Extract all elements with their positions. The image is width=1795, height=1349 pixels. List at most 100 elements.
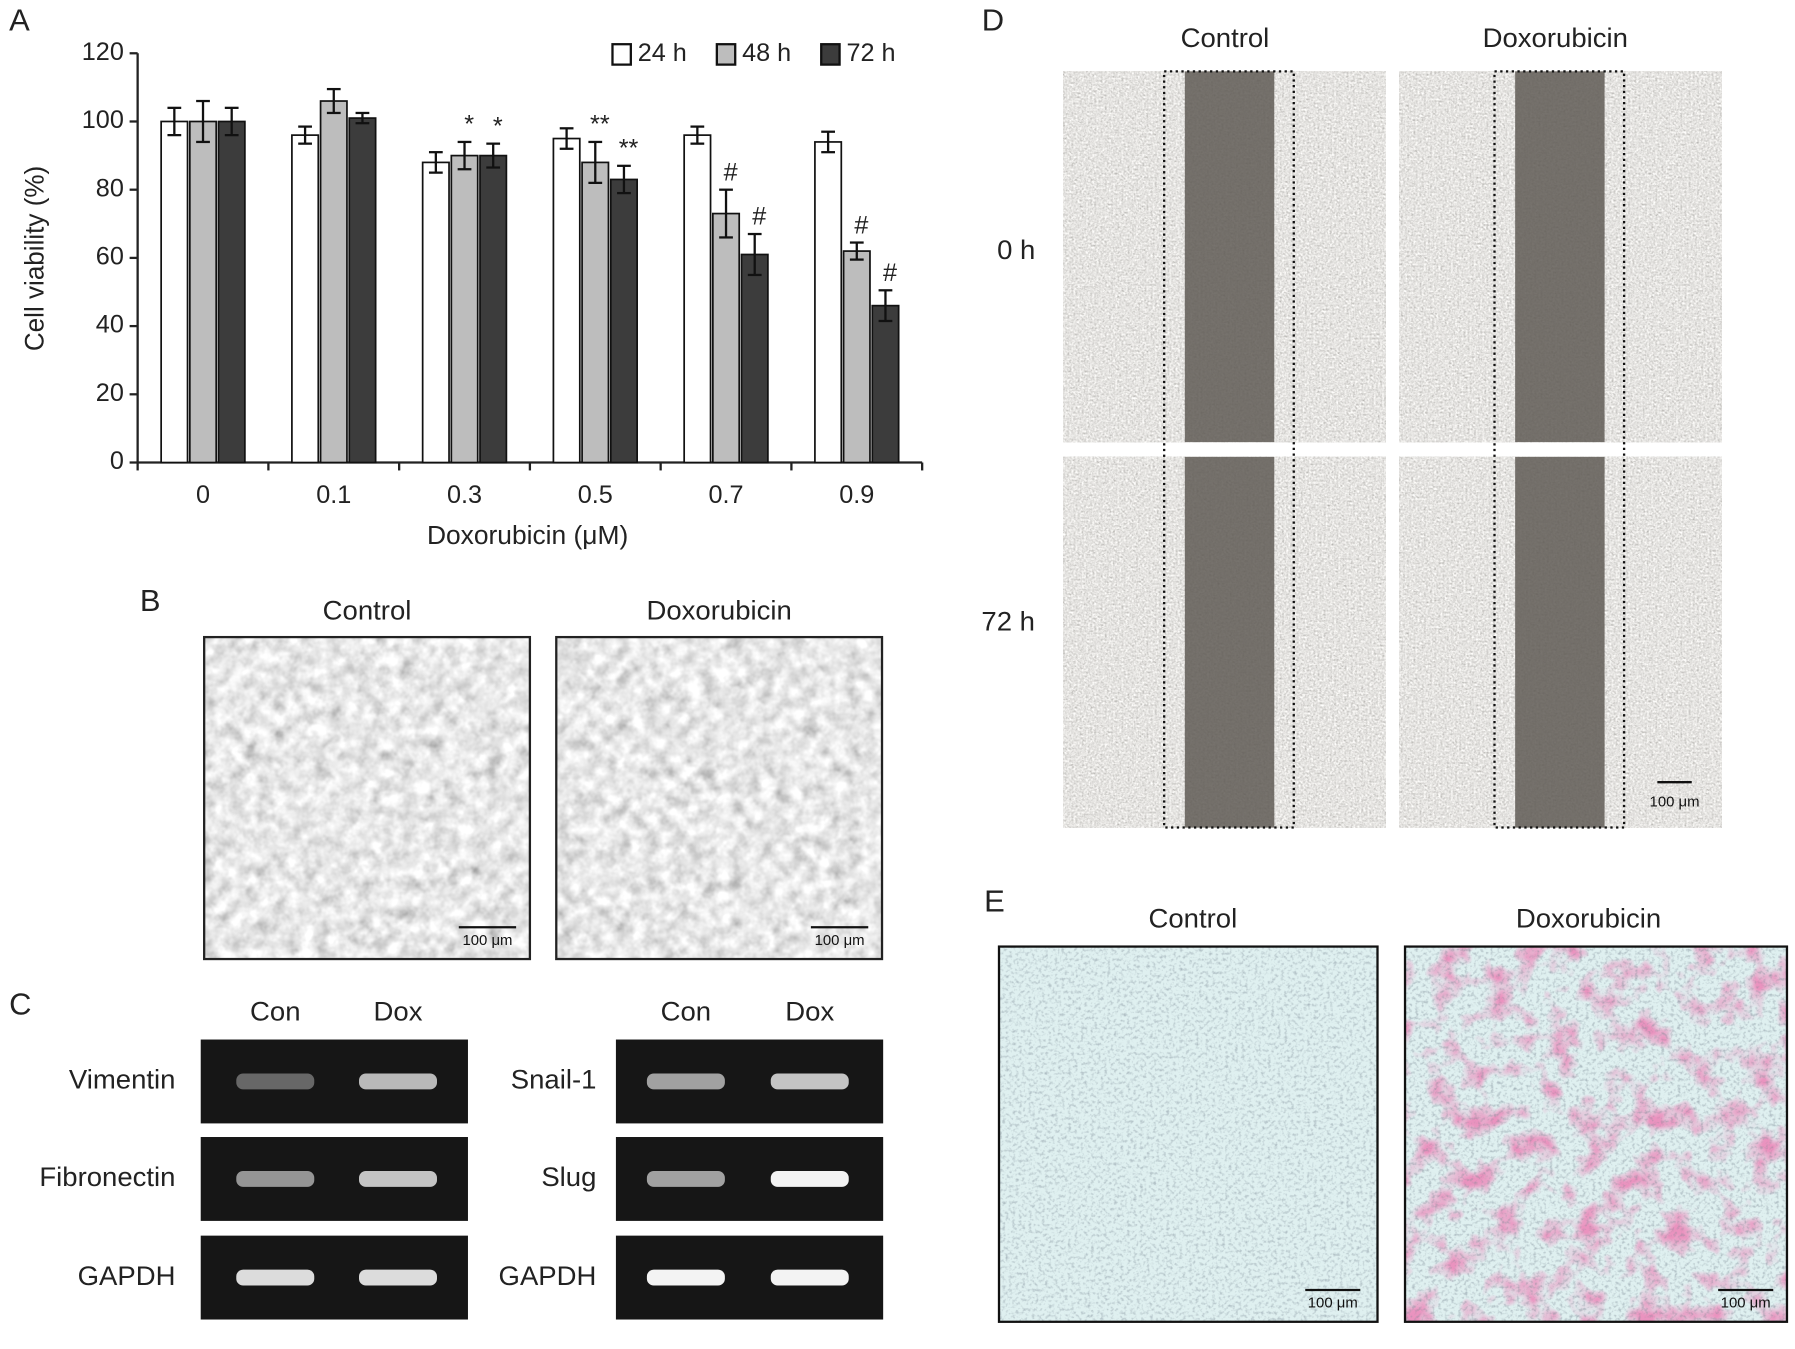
y-tick-label: 0: [110, 447, 124, 475]
significance-marker: #: [883, 259, 897, 287]
legend-label: 72 h: [846, 39, 895, 67]
bar: [871, 304, 900, 464]
scale-bar-label: 100 μm: [815, 933, 865, 949]
error-bar: [224, 106, 239, 137]
gene-label: GAPDH: [78, 1260, 176, 1291]
gel-band: [646, 1269, 725, 1286]
error-bar: [355, 111, 370, 125]
error-bar: [428, 151, 443, 174]
legend-swatch: [820, 43, 841, 66]
x-tick-label: 0.9: [839, 481, 874, 509]
significance-marker: **: [619, 135, 639, 163]
y-tick-label: 120: [82, 38, 124, 66]
error-bar: [326, 87, 341, 115]
error-bar: [196, 99, 210, 144]
error-bar: [617, 164, 631, 195]
bar: [609, 178, 638, 464]
error-bar: [690, 125, 705, 145]
error-bar: [486, 142, 501, 169]
lane-label: Con: [661, 996, 711, 1027]
wound-gap: [1184, 456, 1275, 828]
column-title: Doxorubicin: [1483, 22, 1628, 53]
error-bar: [457, 140, 472, 171]
panel-letter: D: [982, 3, 1004, 38]
error-bar: [878, 289, 893, 323]
legend-swatch: [715, 43, 737, 66]
column-title: Control: [323, 594, 412, 625]
column-title: Doxorubicin: [646, 594, 791, 625]
gel-band: [646, 1073, 725, 1090]
panel-letter: A: [9, 3, 30, 38]
wound-gap: [1515, 456, 1605, 828]
micrograph: 100 μm: [1403, 945, 1789, 1323]
dotted-outline: [1163, 70, 1295, 829]
y-tick-label: 80: [96, 174, 124, 202]
scale-bar-label: 100 μm: [1650, 795, 1700, 811]
x-tick-label: 0: [196, 481, 210, 509]
y-tick-label: 100: [82, 106, 124, 134]
bar: [842, 250, 871, 464]
significance-marker: **: [590, 111, 610, 139]
gene-label: Snail-1: [511, 1064, 597, 1095]
gene-label: GAPDH: [499, 1260, 597, 1291]
wound-gap: [1184, 71, 1275, 443]
bar: [188, 120, 218, 464]
panel-letter: C: [9, 987, 31, 1022]
bar: [814, 141, 843, 464]
bar: [160, 120, 189, 464]
micrograph: 100 μm: [997, 945, 1379, 1323]
bar: [479, 154, 508, 464]
bar: [291, 134, 320, 464]
row-title: 0 h: [997, 234, 1035, 265]
y-tick-label: 60: [96, 243, 124, 271]
gel-band: [236, 1073, 315, 1090]
legend-label: 48 h: [742, 39, 791, 67]
error-bar: [719, 188, 733, 239]
panel-letter: B: [140, 583, 161, 618]
gel-band: [646, 1171, 725, 1187]
column-title: Control: [1148, 903, 1237, 934]
bar: [217, 120, 246, 464]
gel-band: [359, 1171, 437, 1187]
significance-marker: #: [752, 203, 766, 231]
gene-label: Slug: [541, 1161, 596, 1192]
legend-label: 24 h: [638, 39, 687, 67]
scale-bar-label: 100 μm: [462, 933, 512, 949]
lane-label: Dox: [785, 996, 834, 1027]
lane-label: Con: [250, 996, 300, 1027]
y-tick-label: 20: [96, 379, 124, 407]
error-bar: [559, 127, 574, 150]
gel-band: [359, 1269, 437, 1286]
gel-band: [770, 1269, 849, 1286]
wound-images: [1063, 70, 1722, 829]
gel-band: [359, 1073, 437, 1090]
y-tick-label: 40: [96, 311, 124, 339]
bar: [581, 161, 610, 464]
error-bar: [747, 232, 762, 277]
gel-band: [770, 1171, 849, 1187]
x-tick-label: 0.7: [708, 481, 743, 509]
bar: [740, 253, 769, 464]
significance-marker: #: [854, 211, 868, 239]
micrograph: 100 μm: [203, 635, 532, 961]
error-bar: [821, 130, 835, 154]
bar: [319, 100, 348, 464]
bar: [421, 161, 450, 464]
legend-swatch: [611, 43, 632, 66]
error-bar: [588, 140, 603, 185]
gene-label: Vimentin: [69, 1064, 176, 1095]
y-axis-title: Cell viability (%): [20, 166, 50, 351]
error-bar: [167, 106, 182, 137]
error-bar: [298, 125, 312, 145]
x-tick-label: 0.5: [578, 481, 613, 509]
x-tick-label: 0.1: [316, 481, 351, 509]
significance-marker: #: [724, 159, 738, 187]
gel-band: [236, 1171, 315, 1187]
panel-letter: E: [984, 884, 1005, 919]
x-tick-label: 0.3: [447, 481, 482, 509]
x-axis-title: Doxorubicin (μM): [427, 520, 628, 550]
bar: [348, 117, 377, 464]
